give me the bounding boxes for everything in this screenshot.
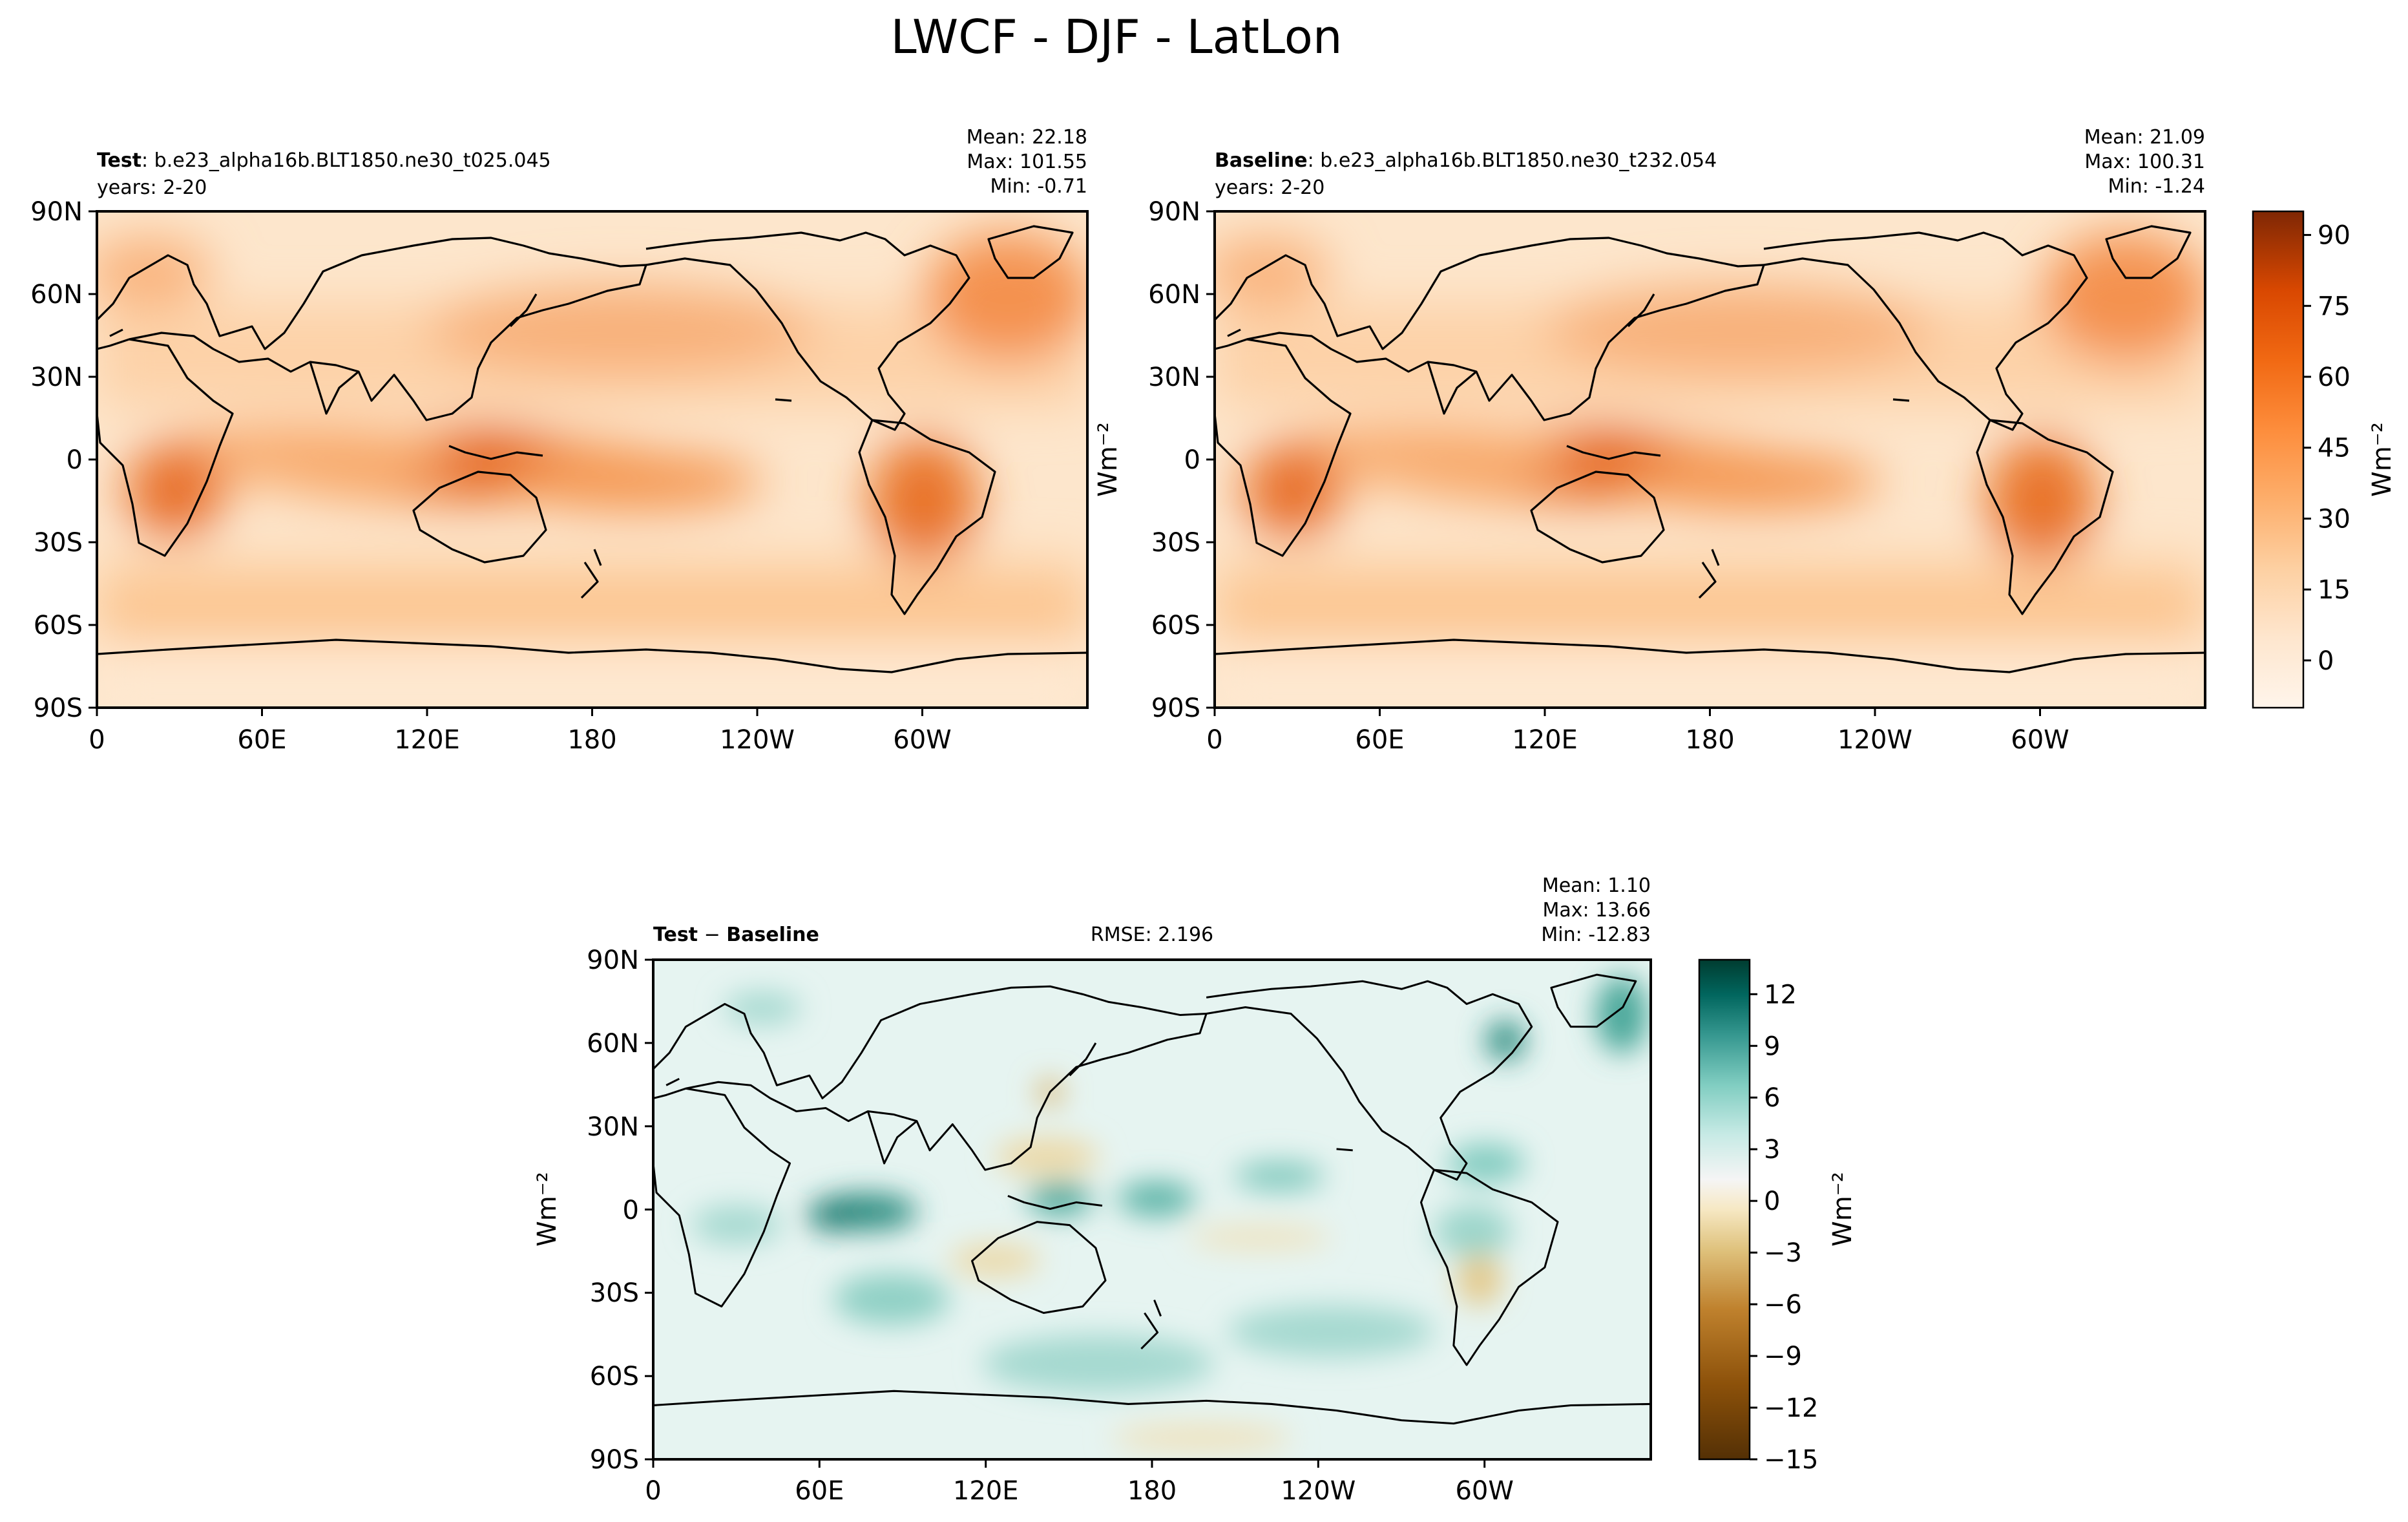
baseline-left-units: Wm⁻²: [1093, 422, 1123, 497]
diff-colorbar-gradient: [1698, 958, 1751, 1461]
diff-lat-tick-30n: 30N: [587, 1112, 639, 1142]
diff-panel: Test − Baseline RMSE: 2.196 Mean: 1.10 M…: [532, 874, 1652, 1506]
diff-max: Max: 13.66: [1542, 899, 1651, 922]
diff-lat-tick-60s: 60S: [590, 1362, 639, 1391]
test-lat-tick-90n: 90N: [30, 197, 83, 227]
diff-colorbar-tick-label: −15: [1764, 1445, 1818, 1475]
main-colorbar-tick-label: 15: [2318, 575, 2350, 605]
test-lon-tick-180: 180: [567, 725, 616, 755]
test-lat-tick-60n: 60N: [30, 280, 83, 310]
test-lon-tick-120w: 120W: [720, 725, 795, 755]
main-colorbar-tick-label: 45: [2318, 434, 2350, 463]
baseline-lat-tick-90s: 90S: [1151, 693, 1200, 723]
baseline-years: years: 2-20: [1215, 176, 1324, 199]
baseline-lat-tick-60s: 60S: [1151, 611, 1200, 640]
diff-lon-tick-120w: 120W: [1281, 1476, 1356, 1506]
baseline-lon-tick-180: 180: [1685, 725, 1734, 755]
main-colorbar-gradient: [2252, 210, 2305, 709]
test-lon-tick-60w: 60W: [893, 725, 951, 755]
test-max: Max: 101.55: [967, 151, 1087, 173]
diff-mean: Mean: 1.10: [1542, 874, 1651, 897]
baseline-lat-tick-90n: 90N: [1148, 197, 1200, 227]
diff-colorbar: 12 9 6 3 0 −3 −6 −9 −12 −15 Wm⁻²: [1698, 958, 1858, 1475]
test-mean: Mean: 22.18: [967, 126, 1087, 149]
diff-colorbar-tick-label: −3: [1764, 1238, 1802, 1268]
test-lon-tick-60e: 60E: [237, 725, 286, 755]
test-lat-tick-30n: 30N: [30, 363, 83, 392]
figure-title: LWCF - DJF - LatLon: [891, 10, 1343, 64]
baseline-map-field: [1215, 211, 2205, 708]
test-lon-tick-0: 0: [89, 725, 105, 755]
main-colorbar-units: Wm⁻²: [2367, 422, 2397, 497]
diff-colorbar-tick-label: −9: [1764, 1342, 1802, 1371]
diff-lat-tick-30s: 30S: [590, 1278, 639, 1308]
baseline-lon-tick-60e: 60E: [1355, 725, 1404, 755]
diff-lat-tick-60n: 60N: [587, 1029, 639, 1059]
test-lat-axis: 90N 60N 30N 0 30S 60S 90S: [30, 197, 97, 723]
baseline-lon-axis: 0 60E 120E 180 120W 60W: [1206, 708, 2069, 755]
main-colorbar-tick-label: 30: [2318, 504, 2350, 534]
diff-lat-tick-90s: 90S: [590, 1445, 639, 1475]
baseline-lat-tick-30s: 30S: [1151, 528, 1200, 558]
diff-colorbar-tick-label: 3: [1764, 1135, 1780, 1165]
test-lat-tick-90s: 90S: [34, 693, 83, 723]
baseline-lon-tick-120e: 120E: [1512, 725, 1578, 755]
diff-lon-tick-180: 180: [1127, 1476, 1177, 1506]
baseline-mean: Mean: 21.09: [2084, 126, 2205, 149]
diff-colorbar-units: Wm⁻²: [1828, 1172, 1858, 1247]
diff-rmse: RMSE: 2.196: [1091, 924, 1213, 946]
test-lat-tick-0: 0: [67, 445, 83, 475]
baseline-lon-tick-120w: 120W: [1837, 725, 1912, 755]
baseline-lat-tick-0: 0: [1184, 445, 1200, 475]
test-panel: Test: b.e23_alpha16b.BLT1850.ne30_t025.0…: [30, 126, 1089, 755]
diff-lat-tick-90n: 90N: [587, 946, 639, 975]
diff-lon-tick-60w: 60W: [1455, 1476, 1513, 1506]
diff-left-units: Wm⁻²: [532, 1172, 562, 1247]
test-lat-tick-60s: 60S: [34, 611, 83, 640]
test-min: Min: -0.71: [990, 175, 1088, 198]
diff-lat-tick-0: 0: [623, 1196, 639, 1225]
diff-colorbar-tick-label: 6: [1764, 1083, 1780, 1113]
baseline-panel: Baseline: b.e23_alpha16b.BLT1850.ne30_t2…: [1093, 126, 2206, 755]
diff-colorbar-tick-label: 9: [1764, 1031, 1780, 1061]
baseline-lon-tick-0: 0: [1206, 725, 1222, 755]
baseline-lat-axis: 90N 60N 30N 0 30S 60S 90S: [1148, 197, 1215, 723]
diff-colorbar-tick-label: 12: [1764, 980, 1797, 1009]
baseline-max: Max: 100.31: [2084, 151, 2205, 173]
baseline-lat-tick-30n: 30N: [1148, 363, 1200, 392]
test-years: years: 2-20: [97, 176, 207, 199]
diff-min: Min: -12.83: [1541, 924, 1651, 946]
baseline-min: Min: -1.24: [2108, 175, 2206, 198]
test-label-bold: Test: b.e23_alpha16b.BLT1850.ne30_t025.0…: [97, 149, 551, 172]
diff-lon-axis: 0 60E 120E 180 120W 60W: [645, 1459, 1514, 1506]
main-colorbar-tick-label: 60: [2318, 363, 2350, 392]
diff-lon-tick-0: 0: [645, 1476, 661, 1506]
main-colorbar-ticks: 90 75 60 45 30 15 0: [2303, 221, 2350, 676]
diff-lat-axis: 90N 60N 30N 0 30S 60S 90S: [587, 946, 653, 1475]
test-lon-axis: 0 60E 120E 180 120W 60W: [89, 708, 952, 755]
test-map-field: [97, 211, 1087, 708]
diff-colorbar-tick-label: −12: [1764, 1393, 1818, 1423]
diff-colorbar-tick-label: 0: [1764, 1187, 1780, 1216]
test-lat-tick-30s: 30S: [34, 528, 83, 558]
diff-lon-tick-60e: 60E: [795, 1476, 844, 1506]
baseline-label: Baseline: b.e23_alpha16b.BLT1850.ne30_t2…: [1215, 149, 1717, 172]
baseline-lon-tick-60w: 60W: [2011, 725, 2069, 755]
diff-lon-tick-120e: 120E: [953, 1476, 1019, 1506]
diff-colorbar-ticks: 12 9 6 3 0 −3 −6 −9 −12 −15: [1750, 980, 1818, 1475]
diff-map-field: [653, 960, 1651, 1459]
main-colorbar-tick-label: 90: [2318, 221, 2350, 251]
diff-label: Test − Baseline: [653, 924, 819, 946]
baseline-lat-tick-60n: 60N: [1148, 280, 1200, 310]
main-colorbar-tick-label: 0: [2318, 646, 2334, 676]
main-colorbar-tick-label: 75: [2318, 291, 2350, 321]
diff-colorbar-tick-label: −6: [1764, 1290, 1802, 1320]
main-colorbar: 90 75 60 45 30 15 0 Wm⁻²: [2252, 210, 2397, 709]
test-lon-tick-120e: 120E: [394, 725, 460, 755]
